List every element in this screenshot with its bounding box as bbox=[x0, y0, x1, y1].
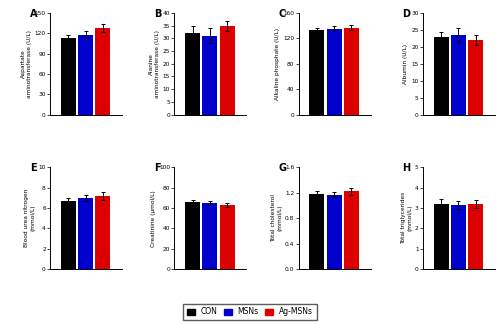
Bar bbox=[61, 201, 76, 269]
Bar bbox=[468, 204, 483, 269]
Text: D: D bbox=[402, 9, 410, 19]
Text: E: E bbox=[30, 163, 36, 173]
Bar bbox=[185, 33, 200, 114]
Text: A: A bbox=[30, 9, 38, 19]
Y-axis label: Alkaline phosphate (U/L): Alkaline phosphate (U/L) bbox=[276, 28, 280, 100]
Bar bbox=[326, 195, 342, 269]
Bar bbox=[78, 35, 93, 114]
Bar bbox=[468, 40, 483, 114]
Bar bbox=[344, 191, 359, 269]
Bar bbox=[61, 38, 76, 114]
Legend: CON, MSNs, Ag-MSNs: CON, MSNs, Ag-MSNs bbox=[184, 304, 316, 320]
Bar bbox=[310, 194, 324, 269]
Y-axis label: Alanine
aminotransferase (U/L): Alanine aminotransferase (U/L) bbox=[148, 30, 160, 98]
Y-axis label: Albumin (U/L): Albumin (U/L) bbox=[404, 44, 408, 84]
Y-axis label: Total triglycerides
(mmol/L): Total triglycerides (mmol/L) bbox=[401, 192, 412, 244]
Text: B: B bbox=[154, 9, 162, 19]
Bar bbox=[96, 28, 110, 114]
Bar bbox=[326, 29, 342, 114]
Bar bbox=[434, 204, 448, 269]
Bar bbox=[96, 196, 110, 269]
Bar bbox=[220, 26, 234, 114]
Bar bbox=[310, 30, 324, 114]
Bar bbox=[78, 198, 93, 269]
Text: F: F bbox=[154, 163, 160, 173]
Bar bbox=[185, 202, 200, 269]
Y-axis label: Blood urea nitrogen
(mmol/L): Blood urea nitrogen (mmol/L) bbox=[24, 189, 36, 247]
Text: C: C bbox=[278, 9, 285, 19]
Bar bbox=[344, 28, 359, 114]
Bar bbox=[451, 35, 466, 114]
Bar bbox=[202, 36, 218, 114]
Y-axis label: Total cholesterol
(mmol/L): Total cholesterol (mmol/L) bbox=[271, 194, 282, 242]
Y-axis label: Aspartate
aminotransferase (U/L): Aspartate aminotransferase (U/L) bbox=[20, 30, 32, 98]
Y-axis label: Creatinine (μmol/L): Creatinine (μmol/L) bbox=[151, 190, 156, 247]
Bar bbox=[434, 37, 448, 114]
Text: H: H bbox=[402, 163, 410, 173]
Bar bbox=[202, 203, 218, 269]
Text: G: G bbox=[278, 163, 286, 173]
Bar bbox=[220, 205, 234, 269]
Bar bbox=[451, 205, 466, 269]
